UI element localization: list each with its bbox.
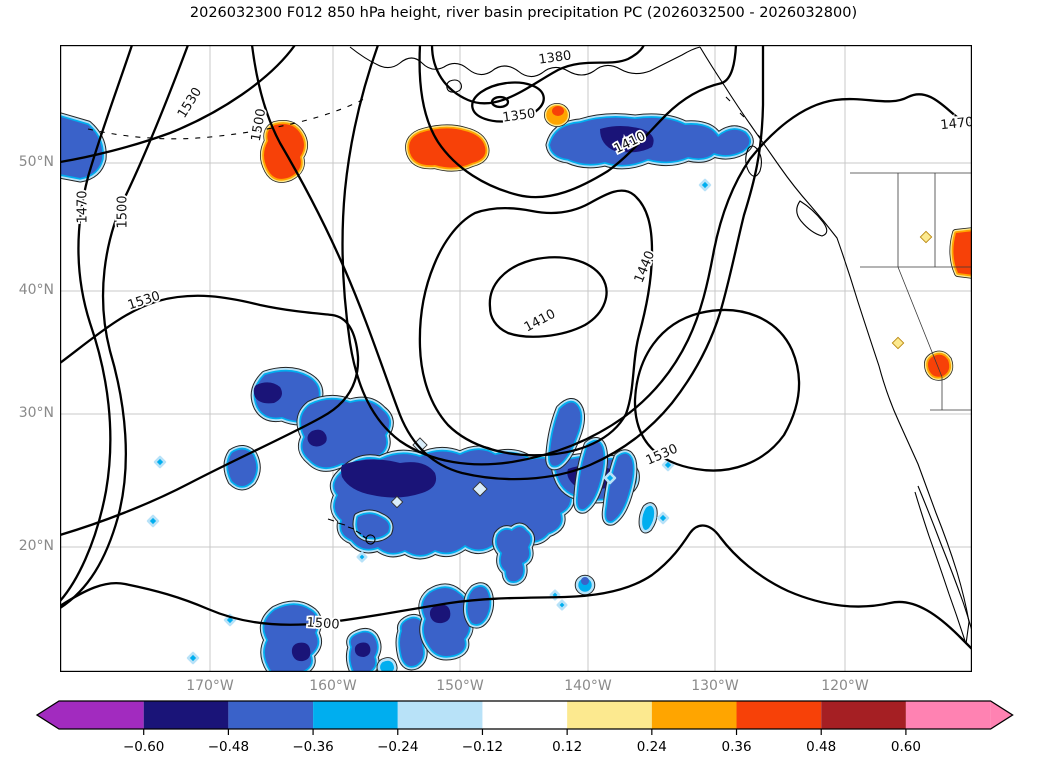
colorbar-tick-labels: −0.60 −0.48 −0.36 −0.24 −0.12 0.12 0.24 0.36 0.4… (123, 739, 921, 755)
aleutian-islands-coast (87, 96, 369, 140)
colorbar-tick-label: 0.36 (721, 739, 751, 755)
colorbar-tick-label: 0.12 (552, 739, 582, 755)
colorbar-outline (35, 700, 1014, 730)
bc-us-mexico-coast (699, 46, 970, 645)
colorbar-segment (143, 701, 229, 729)
colorbar-segment (905, 701, 991, 729)
colorbar-segment (651, 701, 737, 729)
height-contours (60, 45, 972, 651)
contour-1410-loop (488, 256, 608, 338)
contour-1500-west (60, 45, 190, 610)
negative-anomaly-blobs (60, 115, 749, 672)
contour-label-1500: 1500 (116, 195, 131, 228)
contour-1500-south (60, 524, 972, 651)
colorbar-tick-label: 0.60 (891, 739, 921, 755)
x-tick-label: 160°W (309, 678, 357, 694)
contour-1440-loop (418, 189, 654, 457)
gulf-of-california-coast (914, 485, 972, 645)
colorbar-segment (313, 701, 398, 729)
cyan-speck-diamonds (146, 178, 712, 665)
contour-label-1350: 1350 (502, 106, 537, 125)
contour-1350-oval (471, 81, 545, 123)
colorbar-segment (821, 701, 906, 729)
contour-label-1500: 1500 (306, 615, 340, 632)
colorbar-segment (59, 701, 144, 729)
contour-1380-north (430, 45, 646, 105)
contour-1530-ridge-loop (633, 308, 801, 472)
x-tick-label: 150°W (436, 678, 484, 694)
x-tick-label: 130°W (691, 678, 739, 694)
colorbar-segment (736, 701, 822, 729)
chart-title: 2026032300 F012 850 hPa height, river ba… (189, 5, 858, 21)
colorbar: −0.60 −0.48 −0.36 −0.24 −0.12 0.12 0.24 0.36 0.4… (35, 700, 1014, 755)
colorbar-segment (228, 701, 314, 729)
colorbar-tick-label: −0.60 (123, 739, 164, 755)
colorbar-ticks (143, 729, 907, 735)
us-state-borders (850, 172, 972, 411)
colorbar-segment (567, 701, 652, 729)
contour-label-1380: 1380 (538, 48, 573, 67)
colorbar-tick-label: 0.24 (637, 739, 667, 755)
contour-1530-mid (60, 294, 360, 537)
colorbar-segment (482, 701, 568, 729)
colorbar-tick-label: −0.24 (377, 739, 418, 755)
contour-1500-central (250, 45, 765, 481)
colorbar-segments (37, 701, 1013, 729)
colorbar-right-arrow (990, 701, 1013, 729)
alaska-coast (349, 46, 701, 78)
y-tick-label: 40°N (18, 282, 54, 298)
graticule-gridlines (60, 45, 972, 672)
contour-1350-inner-oval (490, 95, 510, 109)
contour-label-1470: 1470 (940, 115, 972, 133)
colorbar-tick-label: 0.48 (806, 739, 836, 755)
precip-anomaly-fills (60, 106, 972, 672)
y-tick-label: 30°N (18, 405, 54, 421)
contour-1410-north (418, 45, 738, 199)
y-tick-label: 50°N (18, 154, 54, 170)
x-tick-label: 140°W (564, 678, 612, 694)
y-tick-label: 20°N (18, 538, 54, 554)
map-frame (60, 45, 972, 672)
contour-1470-central (341, 45, 972, 466)
colorbar-left-arrow (37, 701, 59, 729)
colorbar-tick-label: −0.48 (208, 739, 249, 755)
positive-anomaly-blobs (264, 106, 972, 377)
hawaiian-islands (327, 518, 376, 545)
contour-1470-west (60, 45, 134, 603)
x-tick-label: 170°W (186, 678, 234, 694)
colorbar-segment (397, 701, 483, 729)
colorbar-tick-label: −0.36 (292, 739, 333, 755)
contour-label-1470: 1470 (76, 190, 91, 223)
colorbar-tick-label: −0.12 (462, 739, 503, 755)
x-tick-label: 120°W (821, 678, 869, 694)
